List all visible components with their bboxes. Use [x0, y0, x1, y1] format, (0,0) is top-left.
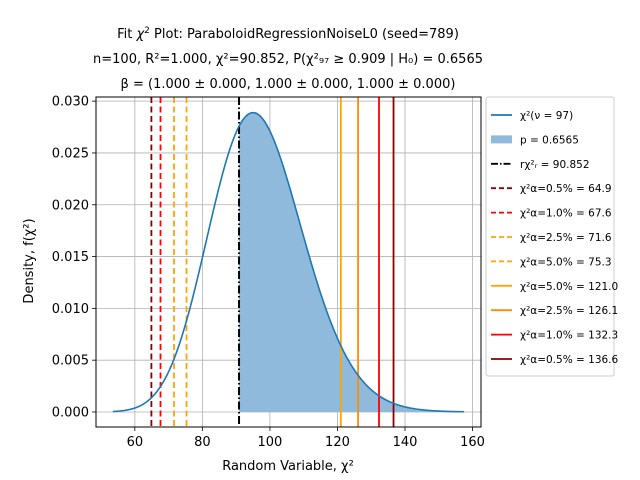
- x-tick-label: 120: [325, 435, 350, 450]
- legend: χ²(ν = 97) p = 0.6565 rχ²ᵣ = 90.852 χ²α=0.5…: [485, 96, 619, 377]
- y-axis-label: Density, f(χ²): [22, 218, 37, 303]
- legend-entry-label: χ²α=0.5% = 64.9: [520, 183, 612, 195]
- legend-entry-label: rχ²ᵣ = 90.852: [520, 159, 590, 171]
- chi-square-density-curve: [112, 111, 465, 413]
- x-tick-label: 80: [194, 435, 211, 450]
- x-axis-ticks: 60 80 100 120 140 160: [127, 427, 485, 450]
- y-tick-label: 0.020: [52, 198, 89, 213]
- legend-entry-label: χ²(ν = 97): [520, 110, 573, 122]
- chart-title-line2: n=100, R²=1.000, χ²=90.852, P(χ²₉₇ ≥ 0.9…: [93, 52, 483, 67]
- legend-box: [485, 96, 615, 377]
- legend-entry-label: χ²α=0.5% = 136.6: [520, 354, 619, 366]
- legend-entry-label: χ²α=2.5% = 71.6: [520, 232, 612, 244]
- legend-entry-label: χ²α=5.0% = 121.0: [520, 281, 618, 293]
- critical-value-lines: [150, 97, 395, 427]
- y-tick-label: 0.025: [52, 146, 89, 161]
- chart-title-line3: β = (1.000 ± 0.000, 1.000 ± 0.000, 1.000…: [121, 77, 456, 92]
- y-tick-label: 0.030: [52, 95, 89, 110]
- x-tick-label: 160: [460, 435, 485, 450]
- x-tick-label: 60: [127, 435, 144, 450]
- legend-swatch: [491, 135, 512, 144]
- legend-entry-label: p = 0.6565: [520, 134, 579, 146]
- legend-entry-label: χ²α=1.0% = 67.6: [520, 208, 612, 220]
- x-axis-label: Random Variable, χ²: [222, 459, 354, 474]
- legend-entry-label: χ²α=1.0% = 132.3: [520, 330, 618, 342]
- y-tick-label: 0.005: [52, 354, 89, 369]
- y-axis-ticks: 0.000 0.005 0.010 0.015 0.020 0.025 0.030: [52, 95, 96, 420]
- x-tick-label: 140: [393, 435, 418, 450]
- x-tick-label: 100: [258, 435, 283, 450]
- plot-frame: [95, 96, 482, 428]
- y-tick-label: 0.010: [52, 302, 89, 317]
- legend-entry-label: χ²α=5.0% = 75.3: [520, 256, 612, 268]
- p-value-shaded-area: [239, 112, 465, 412]
- legend-entry-label: χ²α=2.5% = 126.1: [520, 305, 618, 317]
- chart-title-line1: Fit χ2 Plot: ParaboloidRegressionNoiseL0…: [117, 26, 459, 42]
- y-tick-label: 0.000: [52, 405, 89, 420]
- y-tick-label: 0.015: [52, 250, 89, 265]
